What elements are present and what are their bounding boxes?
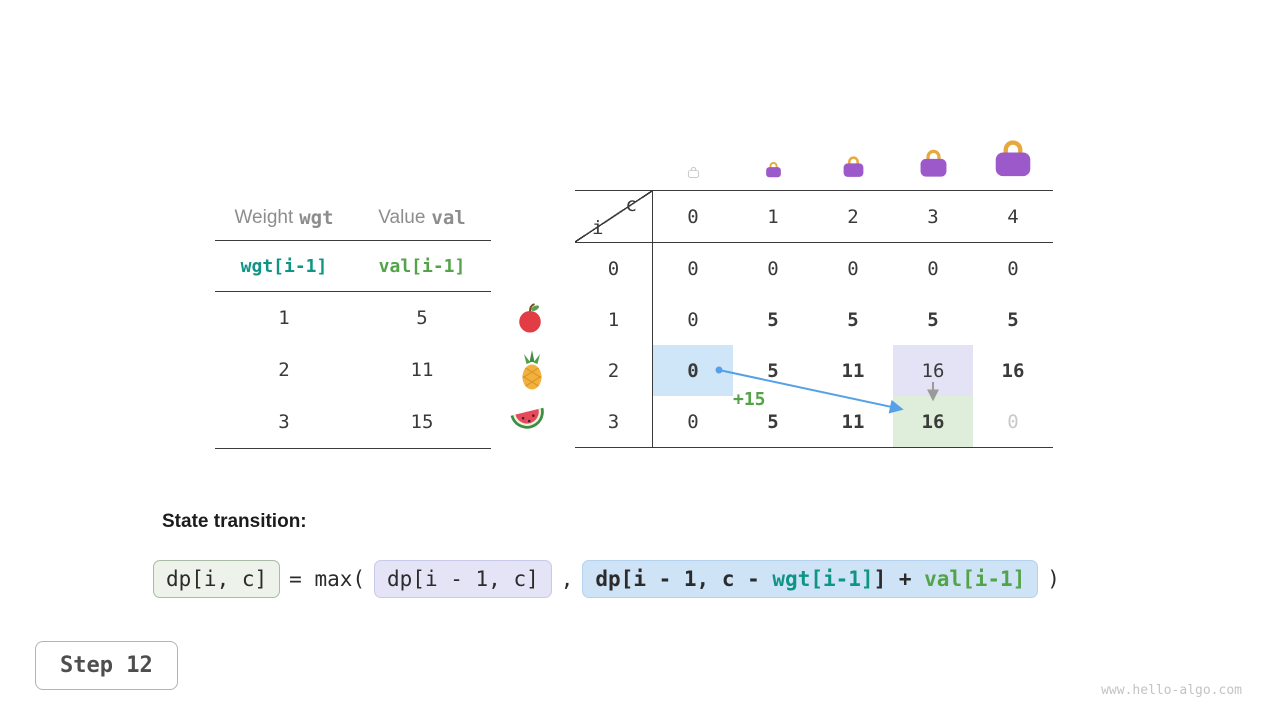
- bag-small-icon: [765, 162, 781, 178]
- dp-row-header: 3: [575, 396, 653, 447]
- item-value: 5: [416, 307, 428, 329]
- value-column-header: Value val: [353, 195, 491, 240]
- items-table: Weight wgt Value val wgt[i-1] val[i-1] 1…: [215, 195, 491, 449]
- dp-col-header: 2: [813, 191, 893, 243]
- term-take-part1: dp[i - 1, c -: [595, 567, 773, 591]
- wgt-key-label: wgt: [299, 206, 334, 229]
- item-row: 3 15: [215, 396, 491, 448]
- term-take-wgt: wgt[i-1]: [772, 567, 874, 591]
- term-take-part2: ] +: [873, 567, 925, 591]
- dp-cell: 0: [847, 257, 859, 280]
- dp-cell: 16: [893, 396, 973, 447]
- pineapple-icon: [522, 350, 542, 390]
- dp-row-header: 0: [575, 243, 653, 294]
- watermark: www.hello-algo.com: [1101, 683, 1242, 698]
- item-row: 2 11: [215, 344, 491, 396]
- item-value: 2: [278, 359, 290, 381]
- bags-row: [653, 128, 1053, 184]
- bag-ghost-icon: [687, 166, 699, 178]
- dp-col-header: 3: [893, 191, 973, 243]
- dp-cell: 5: [847, 308, 859, 331]
- dp-cell: 0: [1007, 257, 1019, 280]
- dp-col-header: 4: [973, 191, 1053, 243]
- dp-row-header: 2: [575, 345, 653, 396]
- dp-cell: 16: [893, 345, 973, 396]
- bag-large-icon: [920, 149, 946, 177]
- watermelon-icon: [510, 407, 544, 429]
- corner-label-c: c: [625, 194, 637, 216]
- item-value: 11: [410, 359, 434, 381]
- weight-column-header: Weight wgt: [215, 195, 353, 240]
- bag-slot: [893, 128, 973, 184]
- dp-cell: 0: [687, 410, 699, 433]
- dp-cell: 0: [653, 345, 733, 396]
- bag-slot: [733, 128, 813, 184]
- term-current: dp[i, c]: [153, 560, 281, 598]
- items-rows: 1 5 2 11 3 15: [215, 292, 491, 449]
- dp-cell: 0: [767, 257, 779, 280]
- bag-slot: [653, 128, 733, 184]
- dp-cell: 11: [841, 359, 865, 382]
- dp-cell: 5: [1007, 308, 1019, 331]
- dp-cell: 5: [927, 308, 939, 331]
- dp-cell: 5: [767, 308, 779, 331]
- term-skip-item: dp[i - 1, c]: [374, 560, 552, 598]
- bag-slot: [973, 128, 1053, 184]
- dp-cell: 0: [927, 257, 939, 280]
- separator-comma: ,: [560, 567, 574, 591]
- bag-slot: [813, 128, 893, 184]
- dp-cell: 0: [687, 257, 699, 280]
- val-code-cell: val[i-1]: [378, 255, 466, 277]
- dp-cell: 11: [841, 410, 865, 433]
- dp-col-header: 1: [733, 191, 813, 243]
- dp-corner-cell: c i: [575, 191, 653, 243]
- state-transition-heading: State transition:: [162, 511, 307, 532]
- dp-row-header: 1: [575, 294, 653, 345]
- apple-icon: [519, 303, 541, 333]
- dp-cell: 0: [687, 308, 699, 331]
- step-indicator: Step 12: [35, 641, 178, 690]
- item-value: 15: [410, 411, 434, 433]
- item-value: 1: [278, 307, 290, 329]
- dp-cell: 0: [1007, 410, 1019, 433]
- plus-value-annotation: +15: [733, 389, 766, 410]
- val-key-label: val: [431, 206, 466, 229]
- dp-table: c i 0 1 2 3 4 0 0 0 0 0 0 1 0 5 5 5 5 2 0 5 11 16 16 3 0 5 11 16 0: [575, 190, 1053, 448]
- operator-max: = max(: [289, 567, 366, 591]
- dp-cell: 5: [767, 410, 779, 433]
- term-take-val: val[i-1]: [924, 567, 1026, 591]
- wgt-code-cell: wgt[i-1]: [240, 255, 328, 277]
- item-value: 3: [278, 411, 290, 433]
- items-code-row: wgt[i-1] val[i-1]: [215, 241, 491, 292]
- state-transition-formula: dp[i, c] = max( dp[i - 1, c] , dp[i - 1,…: [153, 560, 1060, 598]
- dp-col-header: 0: [653, 191, 733, 243]
- dp-cell: 16: [1001, 359, 1025, 382]
- bag-xlarge-icon: [995, 140, 1031, 177]
- bag-medium-icon: [843, 156, 863, 177]
- items-table-header: Weight wgt Value val: [215, 195, 491, 241]
- value-label: Value: [378, 206, 426, 228]
- term-take-item: dp[i - 1, c - wgt[i-1]] + val[i-1]: [582, 560, 1039, 598]
- weight-label: Weight: [234, 206, 294, 228]
- close-paren: ): [1047, 567, 1060, 591]
- corner-label-i: i: [592, 217, 604, 239]
